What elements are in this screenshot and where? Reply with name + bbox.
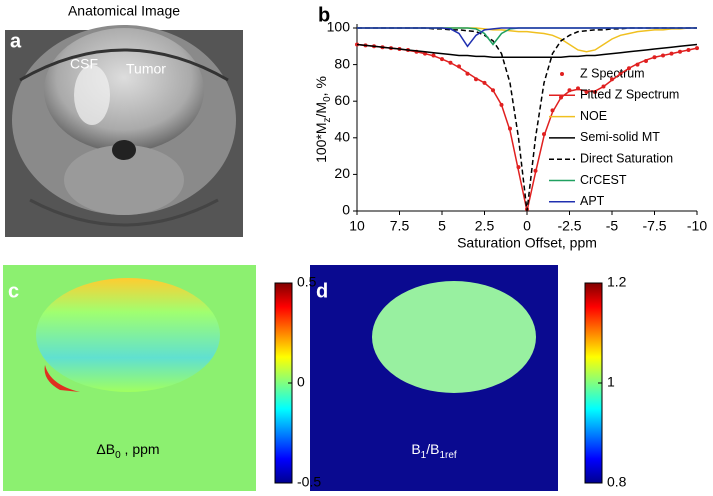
label-part: 1 [421,450,427,461]
x-tick-label: -5 [606,218,619,234]
series-line [357,27,697,48]
x-tick-label: -7.5 [642,218,666,234]
label-part: /B [426,441,439,457]
legend-marker [560,72,564,76]
label-part: 1ref [439,450,456,461]
image-title: Anatomical Image [68,3,180,19]
label-part: /M [313,102,329,118]
label-part: z [322,117,333,122]
x-axis-label: Saturation Offset, ppm [457,235,597,251]
panel-label: a [10,30,22,52]
panel-label: d [316,280,328,302]
image-label: CSF [70,56,98,72]
legend-label: Z Spectrum [580,66,645,80]
label-part: 100*M [313,122,329,162]
y-tick-label: 40 [334,129,350,145]
label-part: , ppm [121,441,160,457]
colorbar-tick-label: 0.5 [297,274,317,290]
x-tick-label: 0 [523,218,531,234]
label-part: 0 [322,96,333,102]
label-part: , % [313,76,329,96]
series-line [356,43,698,59]
colorbar-tick-label: 0.8 [607,474,627,490]
x-tick-label: -10 [687,218,707,234]
anatomical-image [5,25,243,237]
y-tick-label: 80 [334,55,350,71]
y-tick-label: 60 [334,92,350,108]
label-part: ΔB [96,441,115,457]
label: B1/B1ref [411,441,457,461]
y-tick-label: 0 [342,202,350,218]
y-tick-label: 100 [327,19,351,35]
legend-label: Direct Saturation [580,151,673,165]
colorbar-tick-label: 0 [297,374,305,390]
x-tick-label: -2.5 [557,218,581,234]
panel-label: c [8,280,19,302]
legend-label: NOE [580,109,607,123]
series-line [356,43,698,212]
legend-label: CrCEST [580,173,627,187]
image-label: Tumor [126,61,166,77]
label: 100*Mz/M0, % [313,76,333,163]
colorbar-tick-label: -0.5 [297,474,321,490]
legend-label: Fitted Z Spectrum [580,88,679,102]
label-part: 0 [115,450,121,461]
x-tick-label: 5 [438,218,446,234]
label: ΔB0 , ppm [96,441,159,461]
x-tick-label: 2.5 [475,218,495,234]
x-tick-label: 7.5 [390,218,410,234]
legend-label: APT [580,194,605,208]
b1-map [310,265,558,491]
x-tick-label: 10 [349,218,365,234]
y-tick-label: 20 [334,165,350,181]
b0-map [3,265,256,491]
colorbar-tick-label: 1.2 [607,274,627,290]
legend-label: Semi-solid MT [580,130,660,144]
panel-label: b [318,4,330,26]
label-part: B [411,441,420,457]
series-line [357,27,697,212]
colorbar-tick-label: 1 [607,374,615,390]
